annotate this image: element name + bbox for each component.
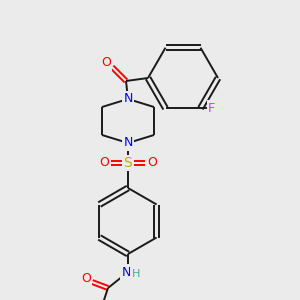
Text: H: H: [132, 269, 140, 279]
Text: N: N: [121, 266, 131, 278]
Text: N: N: [123, 92, 133, 106]
Text: N: N: [123, 136, 133, 149]
Text: O: O: [99, 157, 109, 169]
Text: O: O: [147, 157, 157, 169]
Text: S: S: [124, 156, 132, 170]
Text: O: O: [101, 56, 111, 70]
Text: O: O: [81, 272, 91, 284]
Text: F: F: [208, 102, 215, 115]
